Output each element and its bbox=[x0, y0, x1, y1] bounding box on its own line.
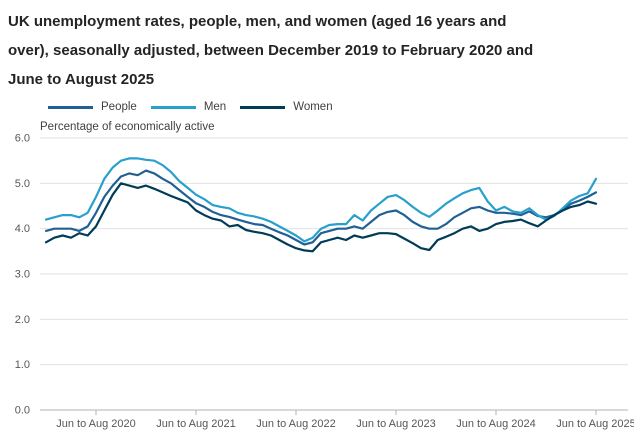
x-axis-tick-label: Jun to Aug 2025 bbox=[556, 418, 634, 430]
chart-title-line: over), seasonally adjusted, between Dece… bbox=[8, 42, 534, 59]
series-line-women bbox=[44, 182, 598, 253]
legend-label: Women bbox=[293, 101, 333, 113]
chart-legend: People Men Women bbox=[48, 101, 333, 113]
legend-item-men: Men bbox=[150, 101, 227, 113]
x-axis-tick-label: Jun to Aug 2022 bbox=[256, 418, 336, 430]
series-line-people bbox=[44, 169, 598, 246]
y-axis-tick-label: 4.0 bbox=[15, 223, 30, 235]
y-axis-tick-label: 1.0 bbox=[15, 359, 30, 371]
x-axis-tick-label: Jun to Aug 2020 bbox=[56, 418, 136, 430]
x-axis-tick-label: Jun to Aug 2021 bbox=[156, 418, 236, 430]
chart-title-line: UK unemployment rates, people, men, and … bbox=[8, 13, 507, 30]
legend-item-women: Women bbox=[240, 101, 333, 113]
y-axis-tick-label: 2.0 bbox=[15, 314, 30, 326]
legend-label: Men bbox=[203, 101, 227, 113]
legend-item-people: People bbox=[48, 101, 137, 113]
chart-title: UK unemployment rates, people, men, and … bbox=[8, 7, 623, 94]
x-axis-tick-label: Jun to Aug 2023 bbox=[356, 418, 436, 430]
y-axis-tick-label: 6.0 bbox=[15, 133, 30, 145]
legend-swatch-women bbox=[240, 105, 286, 109]
series-line-men bbox=[44, 157, 598, 243]
y-axis-tick-label: 5.0 bbox=[15, 178, 30, 190]
y-axis-unit-label: Percentage of economically active bbox=[40, 121, 215, 133]
legend-swatch-people bbox=[48, 105, 93, 109]
legend-swatch-men bbox=[150, 105, 196, 109]
y-axis-tick-label: 3.0 bbox=[15, 269, 30, 281]
x-axis-tick-label: Jun to Aug 2024 bbox=[456, 418, 536, 430]
legend-label: People bbox=[101, 101, 137, 113]
chart-title-line: June to August 2025 bbox=[8, 71, 155, 88]
y-axis-tick-label: 0.0 bbox=[15, 405, 30, 417]
